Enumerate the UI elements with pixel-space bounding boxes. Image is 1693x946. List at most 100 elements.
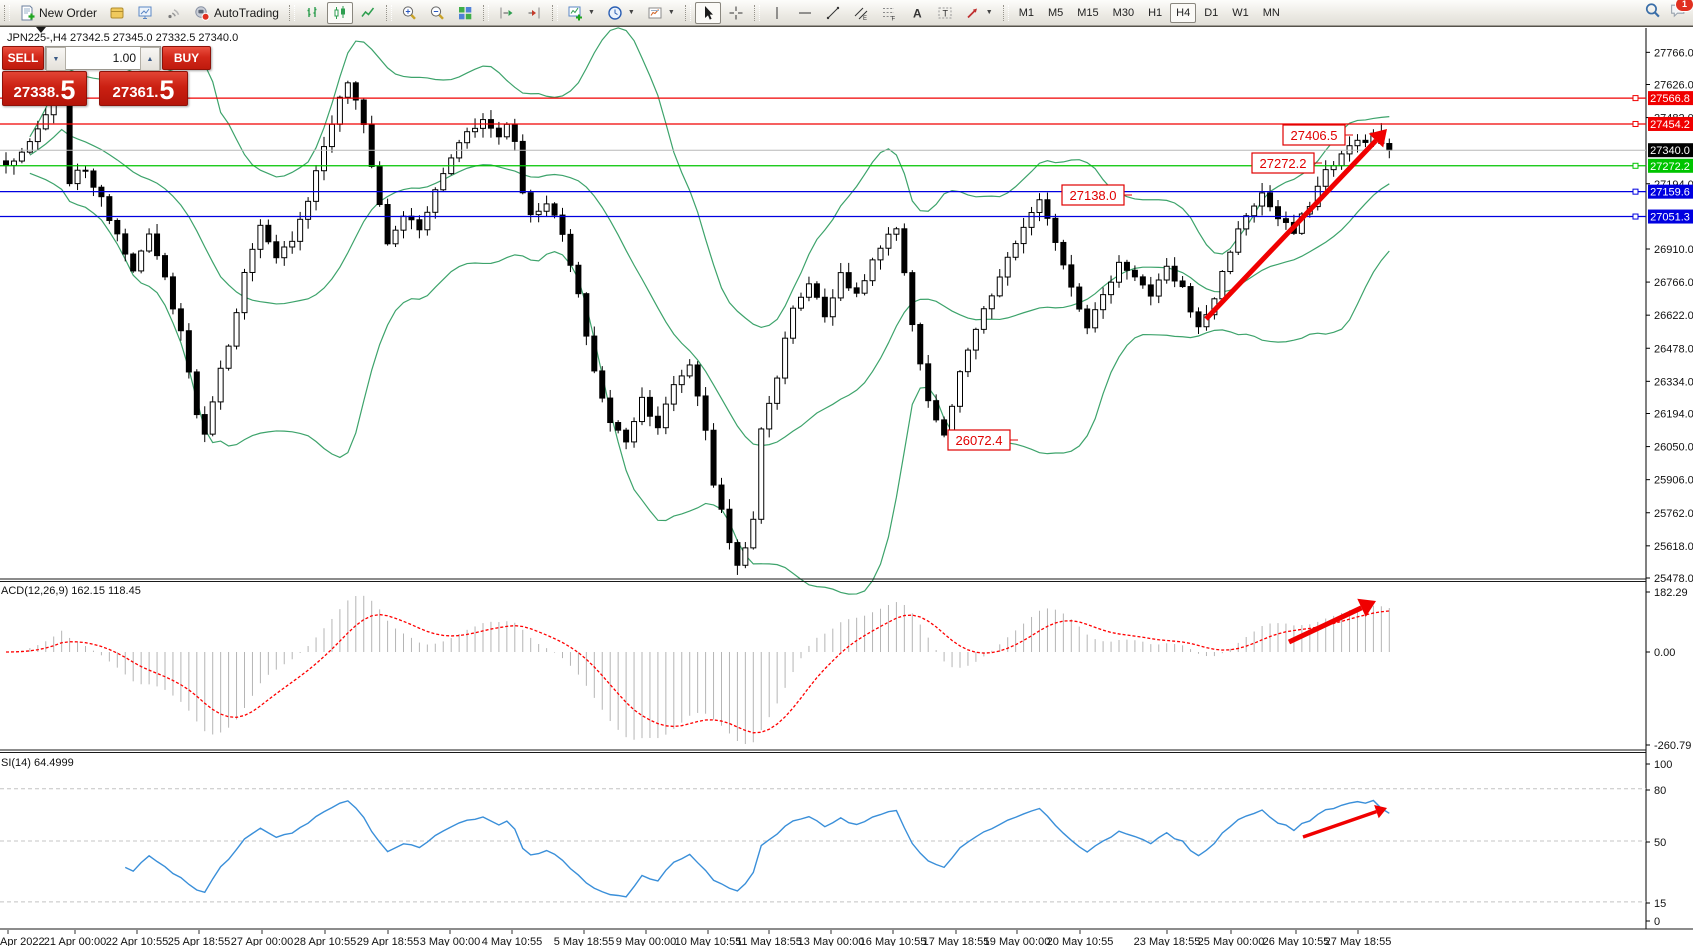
periods-button[interactable]: ▼ [602, 2, 640, 24]
svg-text:E: E [863, 16, 867, 21]
trend-arrow[interactable] [1302, 805, 1387, 839]
notification-badge[interactable]: 1 [1675, 0, 1693, 12]
time-axis-label: 27 Apr 00:00 [231, 936, 293, 946]
price-axis-tick: 26194.0 [1654, 408, 1693, 420]
price-line-axis-label-text: 27159.6 [1650, 187, 1690, 199]
macd-axis-label: -260.79 [1654, 740, 1691, 752]
time-axis-label: 28 Apr 10:55 [294, 936, 356, 946]
profiles-button[interactable] [132, 2, 158, 24]
trend-arrow[interactable] [1204, 129, 1387, 321]
sell-button[interactable]: SELL [2, 46, 44, 70]
price-line-axis-label [1648, 116, 1693, 131]
crosshair-tool-button[interactable] [723, 2, 749, 24]
price-annotation-label[interactable]: 27406.5 [1282, 124, 1353, 146]
price-annotation-label[interactable]: 26072.4 [947, 429, 1018, 451]
buy-button[interactable]: BUY [162, 46, 211, 70]
tf-button-m1[interactable]: M1 [1018, 6, 1034, 19]
volume-input[interactable] [66, 47, 140, 69]
trend-arrows[interactable] [1204, 129, 1387, 839]
tf-button-h1[interactable]: H1 [1148, 6, 1163, 19]
new-chart-button[interactable]: ▼ [562, 2, 600, 24]
bar-chart-mode-button[interactable] [299, 2, 325, 24]
toolbar-grip[interactable] [482, 4, 489, 21]
vertical-line-tool-button[interactable] [764, 2, 790, 24]
tf-button-m5[interactable]: M5 [1047, 6, 1064, 19]
auto-scroll-button[interactable] [493, 2, 519, 24]
price-annotation-label[interactable]: 27138.0 [1061, 184, 1132, 206]
search-button[interactable] [1644, 2, 1661, 24]
sell-price-main: 27338. [13, 84, 60, 101]
sell-price-button[interactable]: 27338. 5 [2, 71, 87, 106]
price-line-handle[interactable] [1632, 95, 1639, 102]
horizontal-price-lines[interactable]: 27566.8 27454.2 27340.0 27272.2 27159.6 27051… [0, 91, 1693, 224]
fibonacci-tool-button[interactable]: F [876, 2, 902, 24]
buy-price-button[interactable]: 27361. 5 [99, 71, 188, 106]
rsi-axis-label: 100 [1654, 759, 1672, 771]
tf-button-h4[interactable]: H4 [1170, 2, 1197, 23]
autotrading-button[interactable]: AutoTrading [188, 2, 284, 24]
candlestick-mode-button[interactable] [326, 1, 353, 24]
text-tool-button[interactable]: A [904, 2, 930, 24]
time-axis-label: 27 May 18:55 [1325, 936, 1392, 946]
arrow-objects-icon [965, 5, 981, 21]
tile-windows-button[interactable] [452, 2, 478, 24]
channel-tool-button[interactable]: E [848, 2, 874, 24]
toolbar-grip[interactable] [4, 4, 10, 21]
cursor-tool-button[interactable] [694, 1, 721, 24]
toolbar-grip[interactable] [288, 4, 295, 21]
community-button[interactable]: 1 [1669, 0, 1693, 24]
tf-button-mn[interactable]: MN [1262, 6, 1280, 19]
horizontal-line-tool-button[interactable] [792, 2, 818, 24]
one-click-panel-toggle[interactable] [36, 27, 46, 33]
tf-button-w1[interactable]: W1 [1232, 6, 1249, 19]
time-axis-label: 4 May 10:55 [482, 936, 543, 946]
chart-shift-button[interactable] [521, 2, 547, 24]
price-line-handle[interactable] [1632, 162, 1639, 169]
line-chart-icon [360, 5, 376, 21]
new-order-button[interactable]: New Order [14, 2, 102, 24]
price-annotations[interactable]: 27406.5 27272.2 27138.0 26072.4 [947, 124, 1353, 451]
toolbar-grip[interactable] [753, 4, 760, 21]
toolbar-grip[interactable] [1002, 4, 1009, 21]
time-axis-label: 25 Apr 18:55 [168, 936, 230, 946]
price-line-handle[interactable] [1632, 213, 1639, 220]
autotrading-label: AutoTrading [214, 5, 279, 20]
price-axis-tick: 27626.0 [1654, 80, 1693, 92]
zoom-out-button[interactable] [424, 2, 450, 24]
line-chart-mode-button[interactable] [355, 2, 381, 24]
price-axis-tick: 25762.0 [1654, 508, 1693, 520]
volume-decrease-button[interactable]: ▼ [46, 47, 66, 71]
price-line-handle[interactable] [1632, 120, 1639, 127]
price-line-axis-label [1648, 158, 1693, 173]
toolbar-grip[interactable] [551, 4, 558, 21]
zoom-out-icon [429, 5, 445, 21]
price-line-handle[interactable] [1632, 188, 1639, 195]
toolbar-grip[interactable] [684, 4, 691, 21]
vertical-line-icon [769, 5, 785, 21]
arrows-tool-button[interactable]: ▼ [960, 2, 998, 24]
cursor-icon [700, 5, 716, 21]
price-line-axis-label [1648, 91, 1693, 106]
signal-button[interactable] [160, 2, 186, 24]
symbol-info: JPN225-,H4 27342.5 27345.0 27332.5 27340… [7, 32, 239, 44]
tf-button-m30[interactable]: M30 [1112, 6, 1135, 19]
trend-arrow[interactable] [1287, 598, 1376, 645]
tf-button-m15[interactable]: M15 [1077, 6, 1099, 19]
trendline-tool-button[interactable] [820, 2, 846, 24]
text-icon: A [909, 5, 925, 21]
accounts-button[interactable] [104, 2, 130, 24]
toolbar-grip[interactable] [385, 4, 392, 21]
templates-button[interactable]: ▼ [642, 2, 680, 24]
chart-window: 27766.027626.027482.027194.026910.026766… [0, 26, 1693, 946]
tf-button-d1[interactable]: D1 [1204, 6, 1219, 19]
rsi-line [124, 799, 1390, 898]
label-tool-button[interactable]: T [932, 2, 958, 24]
volume-increase-button[interactable]: ▲ [140, 47, 160, 71]
svg-text:A: A [913, 6, 922, 20]
price-annotation-label[interactable]: 27272.2 [1251, 152, 1322, 174]
time-axis-label: 16 May 10:55 [860, 936, 927, 946]
price-axis-tick: 25478.0 [1654, 573, 1693, 585]
macd-signal-line [5, 610, 1390, 734]
zoom-in-button[interactable] [396, 2, 422, 24]
rsi-axis-label: 15 [1654, 898, 1666, 910]
